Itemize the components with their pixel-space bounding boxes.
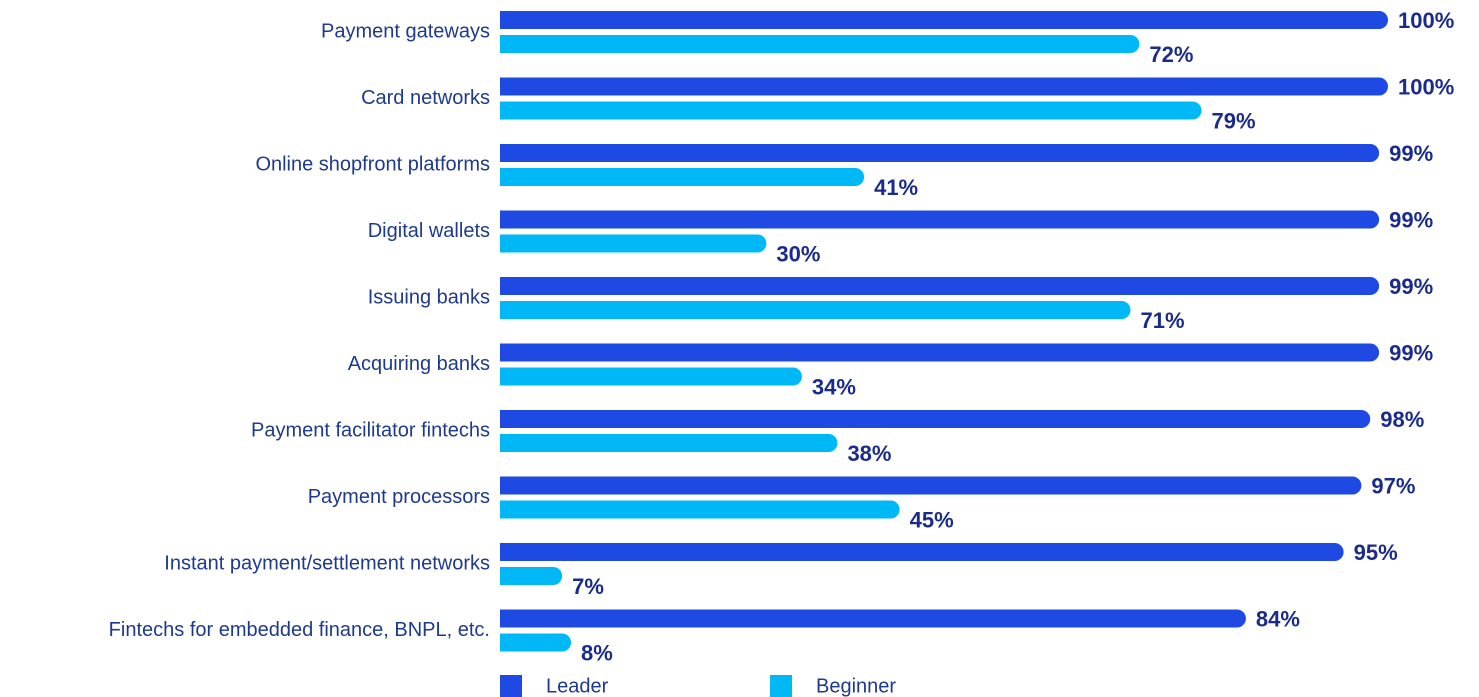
category-label: Issuing banks [368,286,490,308]
value-label: 97% [1371,473,1415,498]
value-label: 95% [1354,540,1398,565]
bar [500,609,1246,628]
legend-swatch [770,675,792,697]
bar [500,301,1131,319]
bar [500,410,1371,428]
bar [500,633,572,652]
category-label: Instant payment/settlement networks [164,552,490,574]
bar [500,101,1202,120]
category-label: Fintechs for embedded finance, BNPL, etc… [109,619,490,641]
category-label: Digital wallets [368,220,490,242]
legend-label: Beginner [816,675,896,697]
category-label: Acquiring banks [348,353,490,375]
value-label: 99% [1389,207,1433,232]
bar [500,77,1388,96]
value-label: 72% [1149,42,1193,67]
bar [500,210,1380,229]
value-label: 99% [1389,340,1433,365]
value-label: 30% [776,241,820,266]
value-label: 100% [1398,74,1454,99]
value-label: 71% [1140,308,1184,333]
bar [500,168,865,186]
bar [500,434,838,452]
value-label: 41% [874,175,918,200]
value-label: 98% [1380,407,1424,432]
value-label: 79% [1212,108,1256,133]
value-label: 7% [572,574,604,599]
bar [500,234,767,253]
value-label: 100% [1398,8,1454,33]
value-label: 99% [1389,274,1433,299]
value-label: 8% [581,640,613,665]
bar [500,277,1380,295]
value-label: 45% [910,507,954,532]
value-label: 99% [1389,141,1433,166]
value-label: 84% [1256,606,1300,631]
value-label: 38% [847,441,891,466]
bar [500,343,1380,362]
category-label: Online shopfront platforms [255,153,490,175]
bar [500,567,563,585]
category-label: Payment facilitator fintechs [251,419,490,441]
category-label: Payment processors [308,486,490,508]
bar [500,11,1388,29]
legend-swatch [500,675,522,697]
category-label: Payment gateways [321,20,490,42]
legend-label: Leader [546,675,609,697]
category-label: Card networks [361,87,490,109]
value-label: 34% [812,374,856,399]
bar [500,367,802,386]
bar [500,35,1140,53]
bar [500,500,900,519]
bar [500,144,1380,162]
bar [500,476,1362,495]
bar [500,543,1344,561]
